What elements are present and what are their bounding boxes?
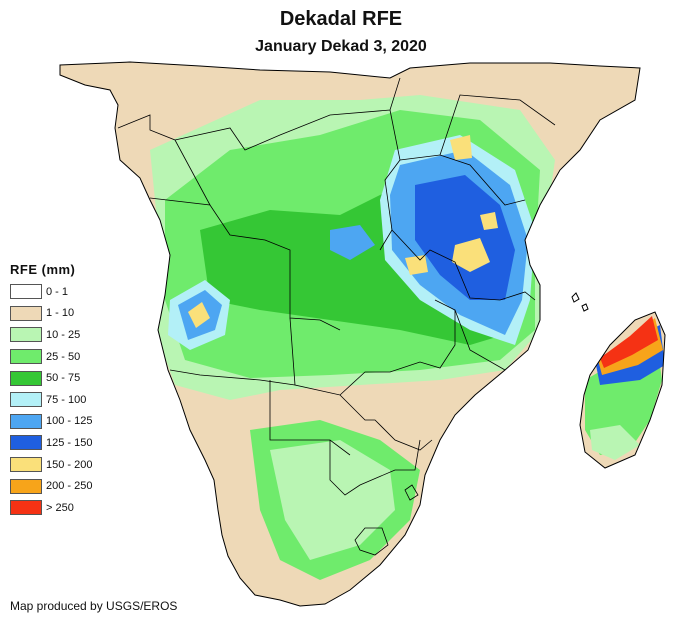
rain-madagascar-light [590, 425, 640, 460]
legend-row: 25 - 50 [10, 346, 92, 368]
rain-east-150-200-c [450, 135, 472, 160]
legend-swatch [10, 305, 42, 321]
country-borders [117, 77, 556, 556]
border-line [339, 394, 433, 451]
legend-row: 50 - 75 [10, 367, 92, 389]
legend-label: 100 - 125 [46, 415, 93, 428]
border-line [354, 527, 389, 556]
legend-swatch [10, 435, 42, 451]
legend-label: 1 - 10 [46, 307, 75, 320]
border-line [149, 197, 341, 331]
border-line [404, 484, 419, 501]
border-line [439, 94, 556, 156]
border-line [399, 154, 526, 206]
madagascar-coast [579, 311, 666, 469]
rain-west-150-200 [188, 302, 210, 328]
border-line [454, 309, 506, 371]
legend-row: 100 - 125 [10, 411, 92, 433]
coastlines [59, 61, 666, 607]
legend-title: RFE (mm) [10, 262, 76, 277]
legend-label: > 250 [46, 501, 74, 514]
legend-swatch [10, 457, 42, 473]
legend-swatch [10, 370, 42, 386]
legend-swatch [10, 284, 42, 300]
rain-east-125-150 [415, 175, 515, 300]
map-legend: RFE (mm) 0 - 1 1 - 10 10 - 25 25 - 50 50 - 7… [10, 262, 92, 519]
legend-row: 125 - 150 [10, 432, 92, 454]
island-coast [571, 292, 580, 303]
legend-row: 200 - 250 [10, 475, 92, 497]
legend-row: > 250 [10, 497, 92, 519]
border-line [391, 229, 536, 301]
border-line [329, 439, 421, 496]
legend-swatch [10, 413, 42, 429]
legend-label: 200 - 250 [46, 480, 93, 493]
legend-label: 10 - 25 [46, 328, 81, 341]
legend-swatch [10, 500, 42, 516]
border-line [379, 109, 401, 251]
legend-swatch [10, 478, 42, 494]
legend-swatch [10, 349, 42, 365]
map-credit: Map produced by USGS/EROS [10, 599, 178, 613]
legend-label: 50 - 75 [46, 372, 81, 385]
border-line [117, 114, 211, 206]
map-subtitle: January Dekad 3, 2020 [255, 38, 427, 55]
rain-central-blue [330, 225, 375, 260]
mainland-coast [59, 61, 641, 607]
legend-label: 75 - 100 [46, 393, 87, 406]
legend-label: 25 - 50 [46, 350, 81, 363]
rain-east-150-200-d [480, 212, 498, 230]
legend-row: 0 - 1 [10, 281, 92, 303]
rain-east-150-200-b [405, 255, 428, 275]
island-coast [581, 303, 589, 312]
rainfall-map [59, 61, 666, 607]
legend-label: 125 - 150 [46, 436, 93, 449]
border-line [169, 369, 296, 386]
legend-row: 150 - 200 [10, 454, 92, 476]
rain-madagascar-gt-250 [600, 316, 658, 368]
map-title: Dekadal RFE [279, 8, 403, 30]
border-line [289, 299, 456, 396]
border-line [269, 380, 351, 456]
legend-swatch [10, 392, 42, 408]
rain-east-150-200-a [452, 238, 490, 272]
legend-label: 0 - 1 [46, 285, 69, 298]
legend-row: 75 - 100 [10, 389, 92, 411]
legend-label: 150 - 200 [46, 458, 93, 471]
legend-classes: 0 - 1 1 - 10 10 - 25 25 - 50 50 - 75 75 - 100… [10, 281, 92, 519]
legend-row: 1 - 10 [10, 303, 92, 325]
legend-row: 10 - 25 [10, 324, 92, 346]
legend-swatch [10, 327, 42, 343]
rainfall-fields [150, 95, 665, 580]
